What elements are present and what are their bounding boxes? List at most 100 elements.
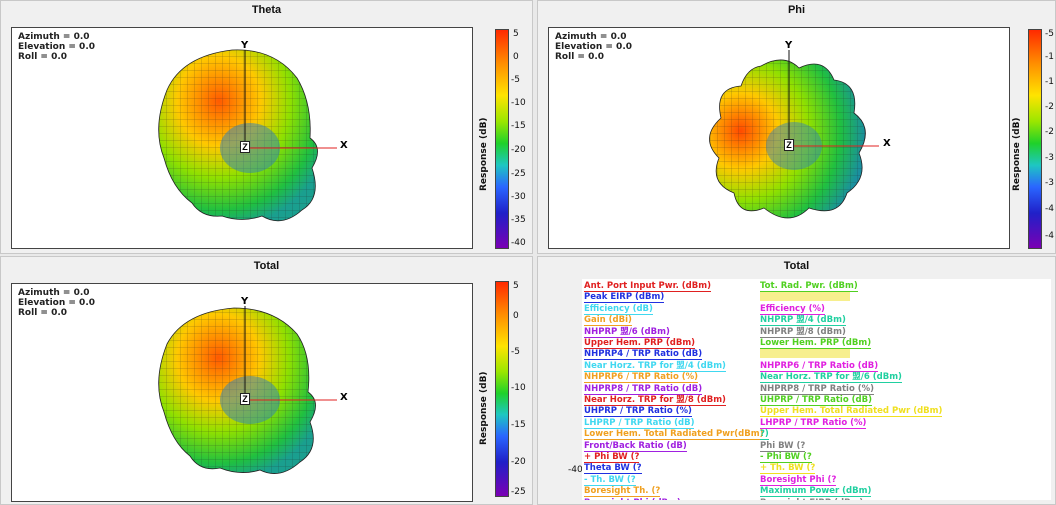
azimuth-readout: Azimuth = 0.0: [18, 288, 90, 298]
metric-left-item: NHPRP6 / TRP Ratio (%): [584, 372, 699, 384]
colorbar-tick: 5: [513, 29, 519, 39]
z-axis-label: Z: [240, 393, 250, 405]
metric-left-item: Front/Back Ratio (dB): [584, 440, 687, 452]
total-colorbar: [495, 281, 509, 497]
azimuth-readout: Azimuth = 0.0: [18, 32, 90, 42]
colorbar-tick: -20: [511, 457, 526, 467]
colorbar-tick: -4: [1045, 231, 1054, 241]
metric-right-item: [760, 349, 850, 359]
metric-left-item: Ant. Port Input Pwr. (dBm): [584, 281, 711, 292]
metric-left-item: Upper Hem. PRP (dBm): [584, 338, 696, 349]
colorbar-tick: 0: [513, 52, 519, 62]
colorbar-tick: -15: [511, 121, 526, 131]
colorbar-tick: -4: [1045, 204, 1054, 214]
metric-left-item: Near Horz. TRP for 盟/4 (dBm): [584, 360, 726, 372]
metric-left-item: Efficiency (dB): [584, 303, 653, 315]
orientation-readout: Azimuth = 0.0 Elevation = 0.0 Roll = 0.0: [18, 288, 95, 318]
metric-right-item: UHPRP / TRP Ratio (dB): [760, 395, 872, 406]
colorbar-axis-label: Response (dB): [479, 117, 489, 191]
metric-right-item: ?): [760, 429, 769, 441]
colorbar-tick: -3: [1045, 178, 1054, 188]
metric-left-item: Gain (dBi): [584, 315, 632, 327]
colorbar-tick: -20: [511, 145, 526, 155]
colorbar-tick: -40: [511, 238, 526, 248]
x-axis-label: X: [340, 140, 348, 151]
roll-readout: Roll = 0.0: [18, 308, 68, 318]
theta-plot-area[interactable]: Azimuth = 0.0 Elevation = 0.0 Roll = 0.0: [11, 27, 473, 249]
colorbar-tick: -5: [511, 347, 520, 357]
metric-left-item: UHPRP / TRP Ratio (%): [584, 406, 692, 418]
metric-right-item: NHPRP8 / TRP Ratio (%): [760, 383, 875, 395]
x-axis-label: X: [883, 138, 891, 149]
elevation-readout: Elevation = 0.0: [555, 42, 633, 52]
azimuth-readout: Azimuth = 0.0: [555, 32, 627, 42]
metric-right-item: Phi BW (?: [760, 440, 806, 452]
phi-colorbar: [1028, 29, 1042, 249]
x-axis-label: X: [340, 392, 348, 403]
metric-left-item: - Th. BW (?: [584, 474, 636, 486]
colorbar-axis-label: Response (dB): [479, 371, 489, 445]
colorbar-tick: -15: [511, 420, 526, 430]
metric-right-item: NHPRP6 / TRP Ratio (dB): [760, 360, 879, 372]
theta-colorbar: [495, 29, 509, 249]
roll-readout: Roll = 0.0: [555, 52, 605, 62]
phi-panel-title: Phi: [787, 4, 806, 16]
phi-plot-area[interactable]: Azimuth = 0.0 Elevation = 0.0 Roll = 0.0…: [548, 27, 1010, 249]
metric-right-item: Efficiency (%): [760, 303, 825, 315]
metric-right-item: NHPRP 盟/8 (dBm): [760, 326, 846, 338]
colorbar-tick: -5: [511, 75, 520, 85]
metric-right-item: - Phi BW (?: [760, 452, 812, 463]
metric-right-item: Lower Hem. PRP (dBm): [760, 338, 872, 349]
metrics-list[interactable]: Ant. Port Input Pwr. (dBm) Peak EIRP (dBm…: [582, 279, 1051, 500]
metric-left-item: + Phi BW (?: [584, 452, 640, 463]
theta-3d-pattern: [158, 49, 337, 222]
phi-3d-pattern: [709, 50, 879, 219]
metric-left-item: Theta BW (?: [584, 463, 642, 475]
colorbar-tick: 0: [513, 311, 519, 321]
colorbar-tick: -10: [511, 98, 526, 108]
roll-readout: Roll = 0.0: [18, 52, 68, 62]
total-plot-area[interactable]: Azimuth = 0.0 Elevation = 0.0 Roll = 0.0…: [11, 283, 473, 502]
orientation-readout: Azimuth = 0.0 Elevation = 0.0 Roll = 0.0: [555, 32, 632, 62]
z-axis-label: Z: [784, 139, 794, 151]
colorbar-axis-label: Response (dB): [1012, 117, 1022, 191]
metric-right-item: Boresight EIRP (dBm): [760, 498, 863, 500]
y-axis-label: Y: [785, 40, 793, 51]
metric-left-item: LHPRP / TRP Ratio (dB): [584, 417, 695, 429]
total-3d-pattern: [158, 306, 337, 474]
metric-left-item: Near Horz. TRP for 盟/8 (dBm): [584, 395, 726, 406]
colorbar-tick: -3: [1045, 153, 1054, 163]
colorbar-tick: -30: [511, 192, 526, 202]
metric-left-item: Boresight Th. (?: [584, 486, 661, 498]
metric-left-item: Boresight Phi (dBm): [584, 498, 681, 500]
z-axis-label: Z: [240, 141, 250, 153]
metric-right-item: Near Horz. TRP for 盟/6 (dBm): [760, 372, 902, 384]
colorbar-tick: -2: [1045, 102, 1054, 112]
metric-right-item: + Th. BW (?: [760, 463, 816, 475]
theta-panel-title: Theta: [251, 4, 282, 16]
phi-panel: Phi Azimuth = 0.0 Elevation = 0.0 Roll =…: [537, 0, 1056, 254]
metric-left-item: Peak EIRP (dBm): [584, 292, 665, 304]
total-plot-panel-title: Total: [253, 260, 280, 272]
y-axis-label: Y: [241, 40, 249, 51]
colorbar-tick: 5: [513, 281, 519, 291]
metric-right-item: NHPRP 盟/4 (dBm): [760, 315, 846, 327]
colorbar-tick: -1: [1045, 77, 1054, 87]
metric-right-item: LHPRP / TRP Ratio (%): [760, 417, 867, 429]
metric-left-item: Lower Hem. Total Radiated Pwr(dBm): [584, 429, 764, 441]
metric-left-item: NHPRP 盟/6 (dBm): [584, 326, 670, 338]
metric-right-item: [760, 292, 850, 302]
metric-right-item: Tot. Rad. Pwr. (dBm): [760, 281, 858, 292]
colorbar-tick: -5: [1045, 29, 1054, 39]
colorbar-tick: -25: [511, 169, 526, 179]
metric-right-item: Upper Hem. Total Radiated Pwr (dBm): [760, 406, 943, 418]
total-plot-panel: Total Azimuth = 0.0 Elevation = 0.0 Roll…: [0, 256, 533, 505]
colorbar-tick: -35: [511, 215, 526, 225]
orientation-readout: Azimuth = 0.0 Elevation = 0.0 Roll = 0.0: [18, 32, 95, 62]
elevation-readout: Elevation = 0.0: [18, 42, 96, 52]
colorbar-tick: -2: [1045, 127, 1054, 137]
total-list-panel-title: Total: [783, 260, 810, 272]
colorbar-tick: -1: [1045, 52, 1054, 62]
total-list-panel: Total -40 Ant. Port Input Pwr. (dBm) Peak…: [537, 256, 1056, 505]
y-axis-label: Y: [241, 296, 249, 307]
